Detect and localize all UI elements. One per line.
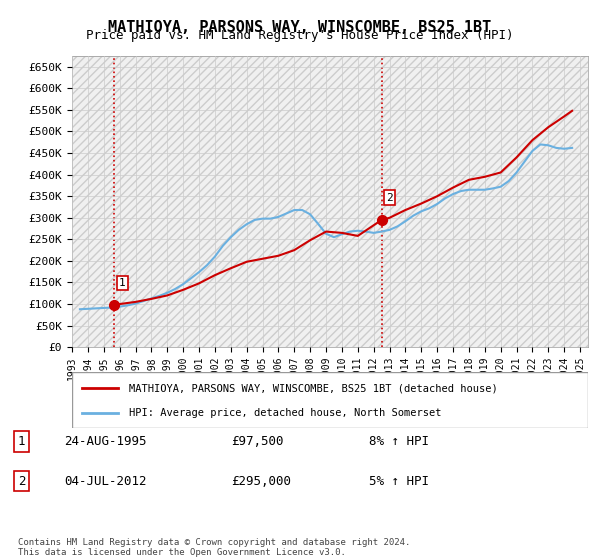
Text: £97,500: £97,500: [231, 435, 283, 448]
Text: 1: 1: [18, 435, 25, 448]
Text: 5% ↑ HPI: 5% ↑ HPI: [369, 475, 429, 488]
Text: 1: 1: [119, 278, 125, 288]
Text: 8% ↑ HPI: 8% ↑ HPI: [369, 435, 429, 448]
Text: MATHIOYA, PARSONS WAY, WINSCOMBE, BS25 1BT (detached house): MATHIOYA, PARSONS WAY, WINSCOMBE, BS25 1…: [129, 383, 497, 393]
Text: Price paid vs. HM Land Registry's House Price Index (HPI): Price paid vs. HM Land Registry's House …: [86, 29, 514, 42]
Text: 04-JUL-2012: 04-JUL-2012: [64, 475, 146, 488]
Text: £295,000: £295,000: [231, 475, 291, 488]
Text: 2: 2: [18, 475, 25, 488]
Text: 24-AUG-1995: 24-AUG-1995: [64, 435, 146, 448]
Text: Contains HM Land Registry data © Crown copyright and database right 2024.
This d: Contains HM Land Registry data © Crown c…: [18, 538, 410, 557]
FancyBboxPatch shape: [72, 372, 588, 428]
Text: HPI: Average price, detached house, North Somerset: HPI: Average price, detached house, Nort…: [129, 408, 441, 418]
Text: MATHIOYA, PARSONS WAY, WINSCOMBE, BS25 1BT: MATHIOYA, PARSONS WAY, WINSCOMBE, BS25 1…: [109, 20, 491, 35]
Text: 2: 2: [386, 193, 393, 203]
